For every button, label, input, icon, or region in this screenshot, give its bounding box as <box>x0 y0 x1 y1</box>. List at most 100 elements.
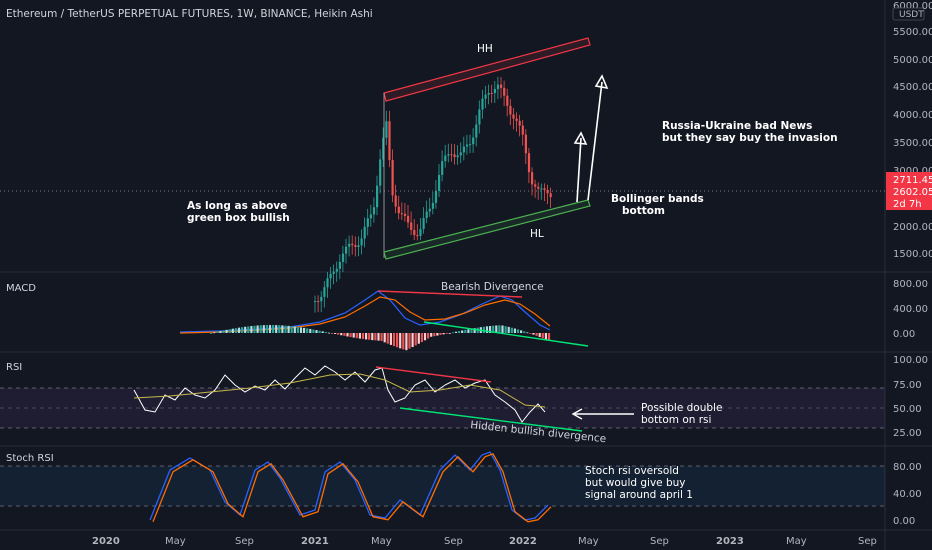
time-label: 2020 <box>92 536 120 547</box>
candle-body <box>537 186 540 189</box>
macd-hist-bar <box>482 326 485 333</box>
candle-body <box>394 195 397 207</box>
time-label: May <box>165 536 186 547</box>
hl-label: HL <box>530 228 544 240</box>
last-price-label: 2711.45 <box>893 175 932 186</box>
macd-hist-bar <box>327 332 330 334</box>
hh-label: HH <box>477 43 493 55</box>
macd-hist-bar <box>489 326 492 333</box>
candle-body <box>490 93 493 95</box>
macd-tick: 0.00 <box>893 329 915 340</box>
candle-body <box>326 278 329 288</box>
rsi-tick: 75.00 <box>893 380 922 391</box>
macd-pane-title: MACD <box>6 283 36 294</box>
macd-hist-bar <box>538 333 541 338</box>
candle-body <box>450 154 453 156</box>
close-price-label: 2602.05 <box>893 187 932 198</box>
double-bottom-note-line1: Possible double <box>641 402 722 414</box>
candle-body <box>323 287 326 297</box>
macd-hist-bar <box>386 333 389 344</box>
price-tick: 4000.00 <box>893 110 932 121</box>
time-label: May <box>786 536 807 547</box>
candle-body <box>335 268 338 272</box>
macd-hist-bar <box>278 325 281 333</box>
macd-hist-bar <box>510 327 513 333</box>
rsi-tick: 50.00 <box>893 404 922 415</box>
macd-hist-bar <box>430 333 433 337</box>
rsi-hidden-divergence-line <box>399 407 583 432</box>
time-label: May <box>371 536 392 547</box>
macd-hist-bar <box>219 331 222 333</box>
macd-hist-bar <box>337 333 340 335</box>
macd-hist-bar <box>355 333 358 339</box>
macd-hist-bar <box>371 333 374 341</box>
candle-body <box>515 118 518 121</box>
macd-hist-bar <box>222 330 225 333</box>
macd-hist-bar <box>241 327 244 333</box>
macd-hist-bar <box>399 333 402 349</box>
candle-body <box>540 188 543 190</box>
candle-body <box>453 154 456 158</box>
macd-hist-bar <box>495 325 498 333</box>
candle-body <box>524 134 527 154</box>
currency-label[interactable]: USDT <box>899 10 924 20</box>
macd-hist-bar <box>507 326 510 333</box>
macd-hist-bar <box>396 333 399 348</box>
candle-body <box>351 243 354 246</box>
price-tick: 6000.00 <box>893 1 932 12</box>
macd-hist-bar <box>513 328 516 333</box>
macd-hist-bar <box>284 325 287 333</box>
candle-body <box>469 144 472 146</box>
price-tick: 4500.00 <box>893 82 932 93</box>
candle-body <box>376 185 379 208</box>
price-tick: 1500.00 <box>893 249 932 260</box>
candle-body <box>465 144 469 147</box>
macd-hist-bar <box>389 333 392 345</box>
macd-hist-bar <box>346 333 349 337</box>
macd-hist-bar <box>535 333 538 336</box>
countdown-label: 2d 7h <box>893 199 922 210</box>
macd-tick: 400.00 <box>893 304 928 315</box>
macd-hist-bar <box>318 330 321 333</box>
stoch-note-line1: Stoch rsi oversold <box>585 465 679 477</box>
candle-body <box>496 84 500 90</box>
stoch-pane-title: Stoch RSI <box>6 453 54 464</box>
candle-body <box>462 146 465 153</box>
macd-hist-bar <box>250 326 253 333</box>
russia-note-line2: but they say buy the invasion <box>662 132 838 144</box>
green-channel-box <box>383 199 591 260</box>
candle-body <box>345 246 348 254</box>
macd-hist-bar <box>547 333 551 341</box>
candle-body <box>521 125 524 135</box>
candle-body <box>546 190 549 194</box>
rsi-arrow-head <box>571 408 583 420</box>
macd-hist-bar <box>287 325 290 333</box>
candle-body <box>425 211 428 219</box>
time-label: Sep <box>235 536 254 547</box>
macd-hist-bar <box>225 329 228 333</box>
arrow-up-long <box>587 81 603 201</box>
chart-title: Ethereum / TetherUS PERPETUAL FUTURES, 1… <box>6 8 373 20</box>
candle-body <box>518 120 521 126</box>
bearish-divergence-label: Bearish Divergence <box>441 281 544 293</box>
macd-hist-bar <box>451 332 454 334</box>
candle-body <box>441 161 444 175</box>
time-label: Sep <box>444 536 463 547</box>
macd-hist-bar <box>368 333 371 340</box>
macd-hist-bar <box>504 326 507 333</box>
macd-hist-bar <box>265 325 268 333</box>
macd-hist-bar <box>361 333 365 340</box>
macd-hist-bar <box>383 333 386 343</box>
macd-hist-bar <box>303 327 306 333</box>
macd-hist-bar <box>473 328 476 333</box>
candle-body <box>459 152 462 156</box>
candle-body <box>493 89 496 94</box>
macd-hist-bar <box>405 333 408 351</box>
macd-hist-bar <box>427 333 430 339</box>
candle-body <box>400 213 403 215</box>
macd-hist-bar <box>259 325 262 333</box>
currency-badge[interactable] <box>892 7 925 21</box>
macd-hist-bar <box>544 333 547 340</box>
